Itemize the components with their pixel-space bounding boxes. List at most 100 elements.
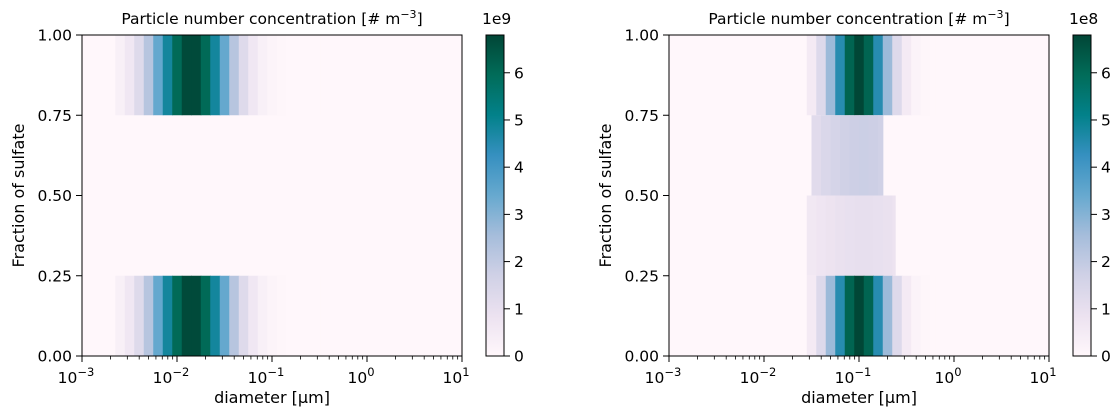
heatmap-cell xyxy=(863,275,874,356)
heatmap-cell xyxy=(172,35,183,116)
heatmap-cell xyxy=(181,35,192,116)
y-tick-label: 0.25 xyxy=(624,267,659,285)
heatmap-cell xyxy=(930,275,936,356)
y-tick-label: 0.25 xyxy=(37,267,72,285)
x-tick-label: 101 xyxy=(1029,365,1056,387)
heatmap-cell xyxy=(816,195,827,276)
heatmap-cell xyxy=(267,35,278,116)
colorbar-tick-label: 2 xyxy=(514,253,524,271)
heatmap-cell xyxy=(229,35,240,116)
heatmap-cell xyxy=(844,275,855,356)
y-axis-label: Fraction of sulfate xyxy=(9,124,28,268)
heatmap-cell xyxy=(821,115,832,196)
x-tick-label: 10−3 xyxy=(58,365,95,387)
colorbar xyxy=(1072,34,1092,357)
heatmap-cell xyxy=(153,275,164,356)
heatmap-cell xyxy=(267,275,278,356)
heatmap-cell xyxy=(835,195,846,276)
colorbar-tick-label: 5 xyxy=(1101,111,1111,129)
y-tick-label: 0.00 xyxy=(37,348,72,366)
heatmap-cell xyxy=(806,195,817,276)
heatmap-cell xyxy=(248,35,259,116)
heatmap-cell xyxy=(115,275,126,356)
x-tick-label: 101 xyxy=(442,365,469,387)
colorbar-tick-label: 3 xyxy=(1101,206,1111,224)
colorbar-tick-label: 5 xyxy=(514,111,524,129)
heatmap-cell xyxy=(806,275,817,356)
heatmap-cell xyxy=(172,275,183,356)
x-tick-label: 10−1 xyxy=(835,365,872,387)
heatmap-cell xyxy=(911,275,922,356)
heatmap-cell xyxy=(901,275,912,356)
colorbar-tick-label: 4 xyxy=(514,159,524,177)
heatmap-cell xyxy=(854,275,865,356)
x-tick-label: 10−3 xyxy=(645,365,682,387)
heatmap-cell xyxy=(878,115,884,196)
x-axis-label: diameter [µm] xyxy=(214,388,330,407)
heatmap-cell xyxy=(873,195,884,276)
x-tick-label: 100 xyxy=(934,365,961,387)
colorbar-tick-label: 2 xyxy=(1101,253,1111,271)
colorbar-tick-label: 1 xyxy=(514,300,524,318)
colorbar-tick-label: 1 xyxy=(1101,300,1111,318)
colorbar-tick-label: 6 xyxy=(1101,64,1111,82)
heatmap-cell xyxy=(295,275,306,356)
heatmap-cell xyxy=(816,35,827,116)
heatmap-cell xyxy=(863,35,874,116)
heatmap-cell xyxy=(849,115,860,196)
heatmap-cell xyxy=(124,35,135,116)
y-tick-label: 0.00 xyxy=(624,348,659,366)
heatmap-cell xyxy=(882,195,893,276)
chart-title: Particle number concentration [# m−3] xyxy=(121,8,422,28)
heatmap-cell xyxy=(248,275,259,356)
heatmap-cell xyxy=(200,35,211,116)
heatmap-cell xyxy=(305,275,316,356)
chart-title: Particle number concentration [# m−3] xyxy=(708,8,1009,28)
heatmap-cell xyxy=(911,35,922,116)
y-tick-label: 1.00 xyxy=(624,27,659,45)
heatmap-cell xyxy=(920,275,931,356)
heatmap-cell xyxy=(162,35,173,116)
heatmap-cell xyxy=(840,115,851,196)
colorbar-tick-label: 4 xyxy=(1101,159,1111,177)
y-tick-label: 0.75 xyxy=(624,107,659,125)
heatmap-cell xyxy=(143,35,154,116)
heatmap-cell xyxy=(314,275,321,356)
heatmap-cell xyxy=(825,275,836,356)
heatmap-cell xyxy=(868,115,879,196)
heatmap-cell xyxy=(892,195,896,276)
heatmap-cell xyxy=(873,35,884,116)
x-tick-label: 10−2 xyxy=(740,365,777,387)
heatmap-cell xyxy=(825,35,836,116)
heatmap-cell xyxy=(210,35,221,116)
heatmap-cell xyxy=(191,35,202,116)
heatmap-cell xyxy=(238,35,249,116)
colorbar-tick-label: 3 xyxy=(514,206,524,224)
heatmap-cell xyxy=(825,195,836,276)
x-tick-label: 10−1 xyxy=(248,365,285,387)
y-tick-label: 0.50 xyxy=(624,187,659,205)
x-tick-label: 10−2 xyxy=(153,365,190,387)
heatmap-cell xyxy=(229,275,240,356)
heatmap-cell xyxy=(115,35,126,116)
heatmap-cell xyxy=(286,35,297,116)
y-tick-label: 0.50 xyxy=(37,187,72,205)
heatmap-cell xyxy=(238,275,249,356)
heatmap-cell xyxy=(276,275,287,356)
heatmap-cell xyxy=(930,35,936,116)
heatmap-cell xyxy=(882,275,893,356)
heatmap-cell xyxy=(873,275,884,356)
heatmap-cell xyxy=(854,35,865,116)
heatmap-cell xyxy=(286,275,297,356)
colorbar-multiplier: 1e9 xyxy=(482,10,511,28)
heatmap-cell xyxy=(830,115,841,196)
heatmap-cell xyxy=(816,275,827,356)
y-tick-label: 1.00 xyxy=(37,27,72,45)
heatmap-cell xyxy=(219,275,230,356)
heatmap-cell xyxy=(124,275,135,356)
heatmap-cell xyxy=(892,275,903,356)
heatmap-cell xyxy=(835,275,846,356)
heatmap-cell xyxy=(844,35,855,116)
